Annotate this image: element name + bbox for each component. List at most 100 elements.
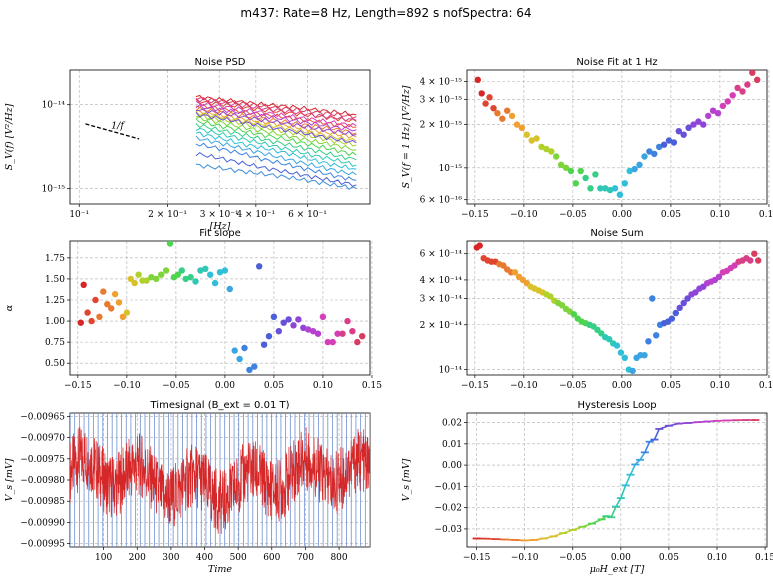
scatter-point — [543, 145, 550, 153]
scatter-point — [77, 319, 85, 326]
scatter-point — [724, 98, 731, 105]
y-tick-label: −0.00980 — [20, 476, 65, 486]
axes-frame — [466, 412, 768, 548]
scatter-point — [528, 137, 535, 144]
scatter-point — [731, 262, 738, 269]
scatter-point — [676, 304, 683, 311]
scatter-point — [597, 185, 604, 192]
y-tick-label: 10⁻¹⁴ — [42, 101, 66, 111]
scatter-point — [651, 150, 658, 158]
scatter-point — [570, 311, 578, 318]
hysteresis-segment — [615, 497, 622, 507]
scatter-point — [621, 180, 628, 187]
scatter-point — [290, 322, 297, 329]
scatter-point — [92, 296, 99, 304]
y-tick-label: 0.00 — [442, 461, 462, 471]
y-tick-label: 2 × 10⁻¹⁵ — [420, 121, 463, 131]
scatter-point — [548, 148, 555, 155]
scatter-point — [216, 269, 224, 276]
scatter-point — [207, 271, 214, 278]
psd-series-line — [195, 115, 357, 151]
psd-series-line — [195, 98, 357, 123]
scatter-point — [754, 76, 761, 84]
y-tick-label: 0.01 — [442, 440, 462, 450]
x-tick-label: −0.15 — [461, 210, 489, 220]
y-tick-label: −0.00995 — [20, 540, 65, 550]
scatter-point — [127, 275, 134, 283]
panel-title: Noise Sum — [590, 228, 643, 239]
scatter-point — [241, 344, 248, 352]
scatter-point — [482, 100, 489, 107]
scatter-point — [751, 250, 758, 257]
scatter-point — [349, 328, 356, 335]
scatter-point — [700, 121, 707, 128]
scatter-point — [490, 105, 497, 112]
scatter-point — [494, 110, 501, 117]
scatter-point — [613, 342, 621, 349]
scatter-point — [695, 118, 702, 125]
scatter-point — [187, 274, 194, 281]
x-tick-label: 0.00 — [611, 553, 631, 563]
x-tick-label: 0.10 — [710, 381, 730, 391]
scatter-point — [523, 131, 530, 138]
panel-title: Noise PSD — [195, 57, 246, 68]
x-tick-label: −0.10 — [511, 553, 539, 563]
x-tick-label: −0.10 — [510, 381, 538, 391]
psd-series-line — [195, 163, 357, 190]
scatter-point — [131, 279, 138, 287]
scatter-point — [744, 81, 751, 88]
hysteresis-segment — [639, 451, 646, 461]
plot-area-psd: 1/f — [85, 94, 357, 190]
y-tick-label: −0.00985 — [20, 497, 65, 507]
scatter-point — [100, 288, 107, 295]
scatter-point — [538, 143, 545, 151]
psd-series-line — [195, 100, 357, 128]
scatter-point — [587, 185, 594, 192]
scatter-point — [178, 267, 185, 274]
y-tick-label: −0.02 — [434, 504, 462, 514]
psd-series-line — [195, 111, 357, 144]
scatter-point — [476, 242, 483, 249]
x-tick-label: 0.15 — [755, 553, 773, 563]
scatter-point — [148, 274, 155, 281]
axes-frame — [466, 240, 768, 376]
y-tick-label: 1.25 — [45, 296, 65, 306]
scatter-point — [511, 269, 519, 276]
y-tick-label: 1.75 — [45, 254, 65, 264]
scatter-point — [246, 366, 253, 374]
y-tick-label: 0.02 — [442, 419, 462, 429]
scatter-point — [499, 115, 506, 122]
scatter-point — [611, 185, 619, 192]
scatter-point — [270, 313, 278, 320]
scatter-point — [668, 315, 676, 322]
hysteresis-segment — [653, 428, 661, 440]
y-tick-label: −0.00970 — [20, 434, 65, 444]
scatter-point — [344, 317, 351, 325]
scatter-point — [123, 309, 131, 316]
scatter-point — [592, 171, 599, 178]
y-tick-label: −0.00975 — [20, 455, 65, 465]
y-tick-label: 10⁻¹⁴ — [439, 366, 463, 376]
scatter-point — [582, 174, 589, 182]
y-tick-label: 3 × 10⁻¹⁵ — [420, 95, 463, 105]
scatter-point — [486, 94, 493, 101]
x-tick-label: 0.00 — [215, 381, 235, 391]
scatter-point — [739, 88, 746, 95]
x-tick-label: −0.10 — [113, 381, 141, 391]
scatter-point — [88, 317, 95, 325]
scatter-point — [616, 191, 624, 198]
x-tick-label: 600 — [263, 553, 280, 563]
x-tick-label: 0.05 — [661, 210, 681, 220]
scatter-point — [226, 285, 233, 293]
scatter-point — [606, 336, 613, 343]
scatter-point — [709, 107, 717, 114]
scatter-point — [359, 333, 366, 340]
x-tick-label: −0.15 — [461, 381, 489, 391]
scatter-point — [236, 355, 243, 363]
axes-frame — [69, 240, 371, 376]
scatter-point — [533, 135, 540, 142]
plot-area-timesignal — [70, 413, 370, 547]
hysteresis-segment — [629, 464, 636, 476]
y-tick-label: 6 × 10⁻¹⁴ — [420, 250, 463, 260]
